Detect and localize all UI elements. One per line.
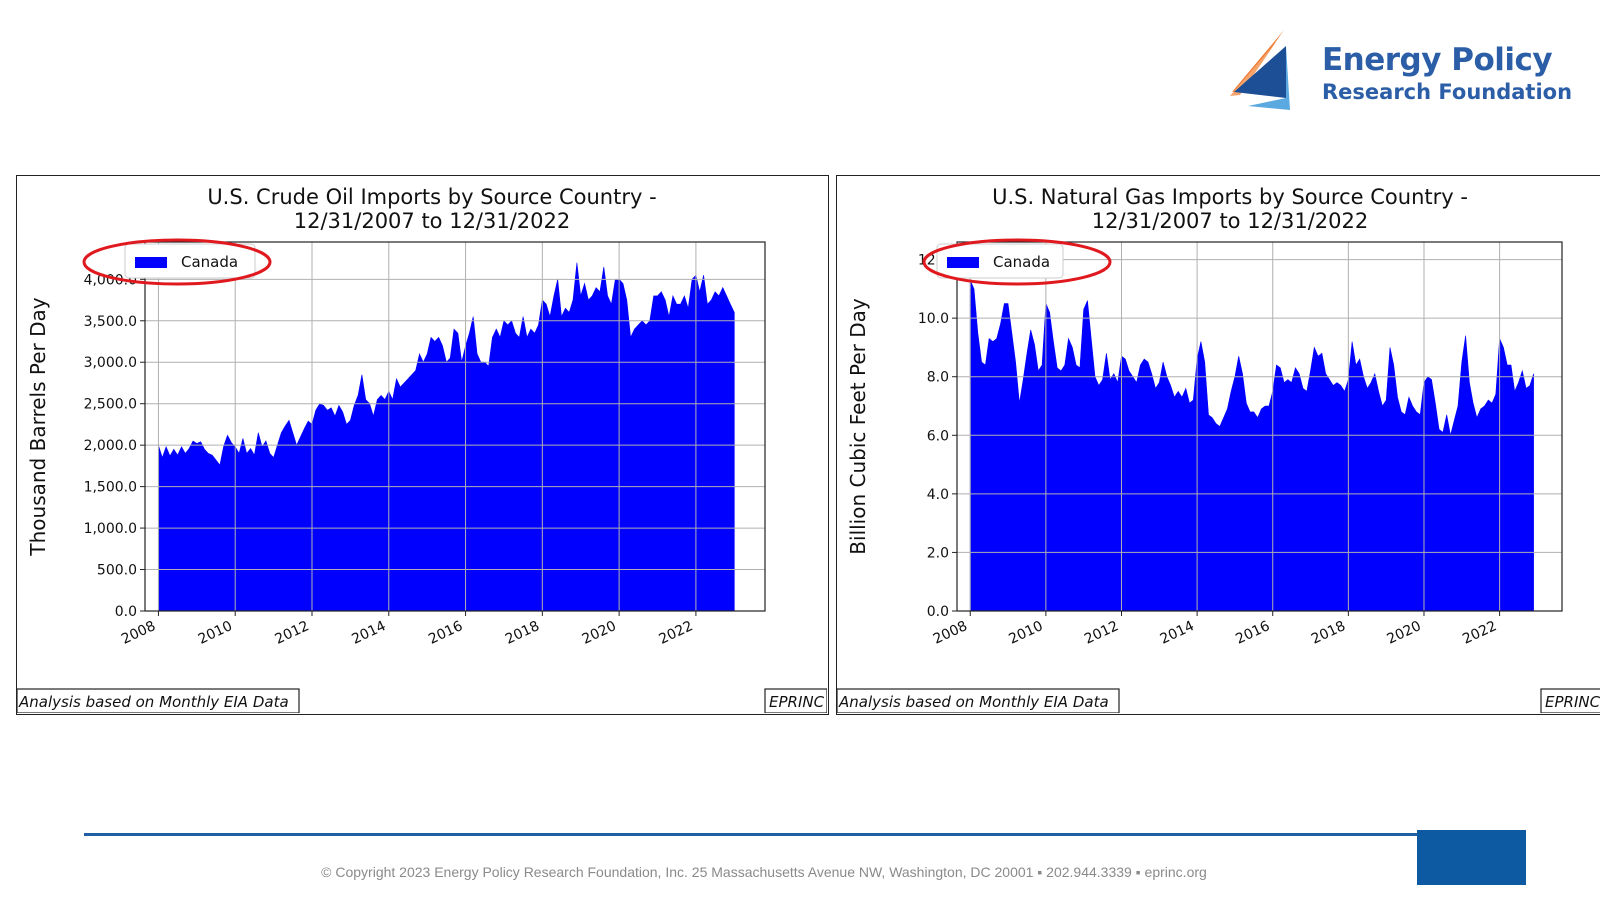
plot-area-frame [144,241,766,612]
footnote-right: EPRINC [1545,693,1600,711]
plot-area-frame [956,241,1563,612]
footer-copyright: © Copyright 2023 Energy Policy Research … [321,864,1207,880]
y-tick-label: 0.0 [927,604,949,620]
x-tick-label: 2020 [1385,618,1424,648]
legend-highlight-ellipse [922,238,1112,286]
y-tick-label: 500.0 [97,563,137,579]
y-tick-label: 4.0 [927,487,949,503]
chart-title: U.S. Natural Gas Imports by Source Count… [992,185,1468,209]
x-tick-label: 2018 [503,618,542,648]
logo-text-line2: Research Foundation [1322,80,1573,104]
y-tick-label: 2,000.0 [84,438,137,454]
footer-divider [84,833,1417,836]
eprinc-logo: Energy Policy Research Foundation [1226,24,1586,114]
series-area-canada [158,262,735,612]
y-tick-label: 3,000.0 [84,355,137,371]
x-tick-label: 2010 [196,618,235,648]
footnote-left-box [837,688,1120,713]
x-tick-label: 2012 [273,618,312,648]
legend-swatch [947,257,979,268]
natural-gas-chart: U.S. Natural Gas Imports by Source Count… [837,185,1600,713]
crude-oil-chart-panel: U.S. Crude Oil Imports by Source Country… [16,175,829,715]
logo-light-shape [1248,46,1290,110]
x-tick-label: 2014 [1158,618,1197,648]
legend-box [936,243,1064,279]
y-tick-label: 6.0 [927,428,949,444]
x-tick-label: 2016 [426,618,465,648]
y-tick-label: 0.0 [115,604,137,620]
legend-box [124,243,256,279]
chart-subtitle: 12/31/2007 to 12/31/2022 [294,209,571,233]
crude-oil-chart: U.S. Crude Oil Imports by Source Country… [17,185,827,713]
y-tick-label: 1,000.0 [84,521,137,537]
legend-swatch [135,257,167,268]
y-tick-label: 4,000.0 [84,272,137,288]
footnote-right-box [1540,688,1600,713]
x-tick-label: 2022 [1460,618,1499,648]
natural-gas-chart-panel: U.S. Natural Gas Imports by Source Count… [836,175,1600,715]
x-tick-label: 2016 [1233,618,1272,648]
y-tick-label: 1,500.0 [84,480,137,496]
x-tick-label: 2022 [657,618,696,648]
logo-orange-stroke [1232,30,1284,92]
footnote-right-box [764,688,827,713]
chart-title: U.S. Crude Oil Imports by Source Country… [207,185,656,209]
y-tick-label: 10.0 [918,311,949,327]
chart-subtitle: 12/31/2007 to 12/31/2022 [1092,209,1369,233]
x-tick-label: 2020 [580,618,619,648]
x-tick-label: 2014 [349,618,388,648]
y-tick-label: 8.0 [927,370,949,386]
logo-navy-shape [1234,46,1286,98]
x-tick-label: 2008 [119,618,158,648]
y-axis-label: Billion Cubic Feet Per Day [846,298,870,555]
footnote-left: Analysis based on Monthly EIA Data [838,693,1109,711]
x-tick-label: 2008 [931,618,970,648]
x-tick-label: 2012 [1082,618,1121,648]
logo-orange-stroke-2 [1230,42,1276,96]
logo-text-line1: Energy Policy [1322,42,1553,78]
legend-label: Canada [181,253,238,271]
legend-highlight-ellipse [82,238,272,286]
footnote-left-box [17,688,300,713]
footnote-left: Analysis based on Monthly EIA Data [18,693,289,711]
y-tick-label: 2.0 [927,545,949,561]
eprinc-logo-mark [1230,30,1290,110]
x-tick-label: 2010 [1006,618,1045,648]
series-area-canada [969,279,1534,612]
y-tick-label: 3,500.0 [84,314,137,330]
x-tick-label: 2018 [1309,618,1348,648]
y-axis-label: Thousand Barrels Per Day [26,297,50,556]
footer-accent-block [1417,830,1526,885]
footnote-right: EPRINC [769,693,825,711]
legend-label: Canada [993,253,1050,271]
y-tick-label: 2,500.0 [84,397,137,413]
